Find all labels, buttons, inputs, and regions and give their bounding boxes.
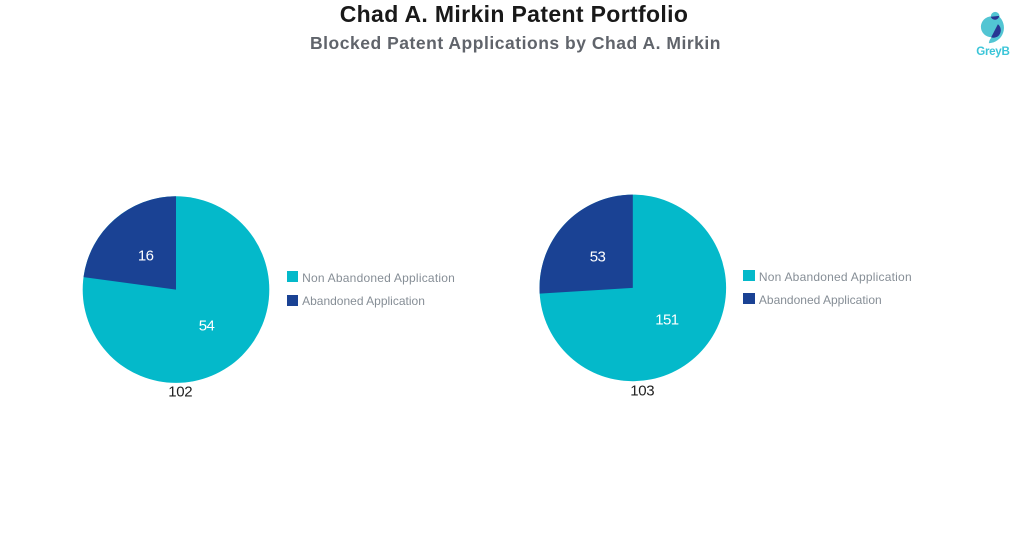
svg-text:GreyB: GreyB — [976, 45, 1009, 58]
